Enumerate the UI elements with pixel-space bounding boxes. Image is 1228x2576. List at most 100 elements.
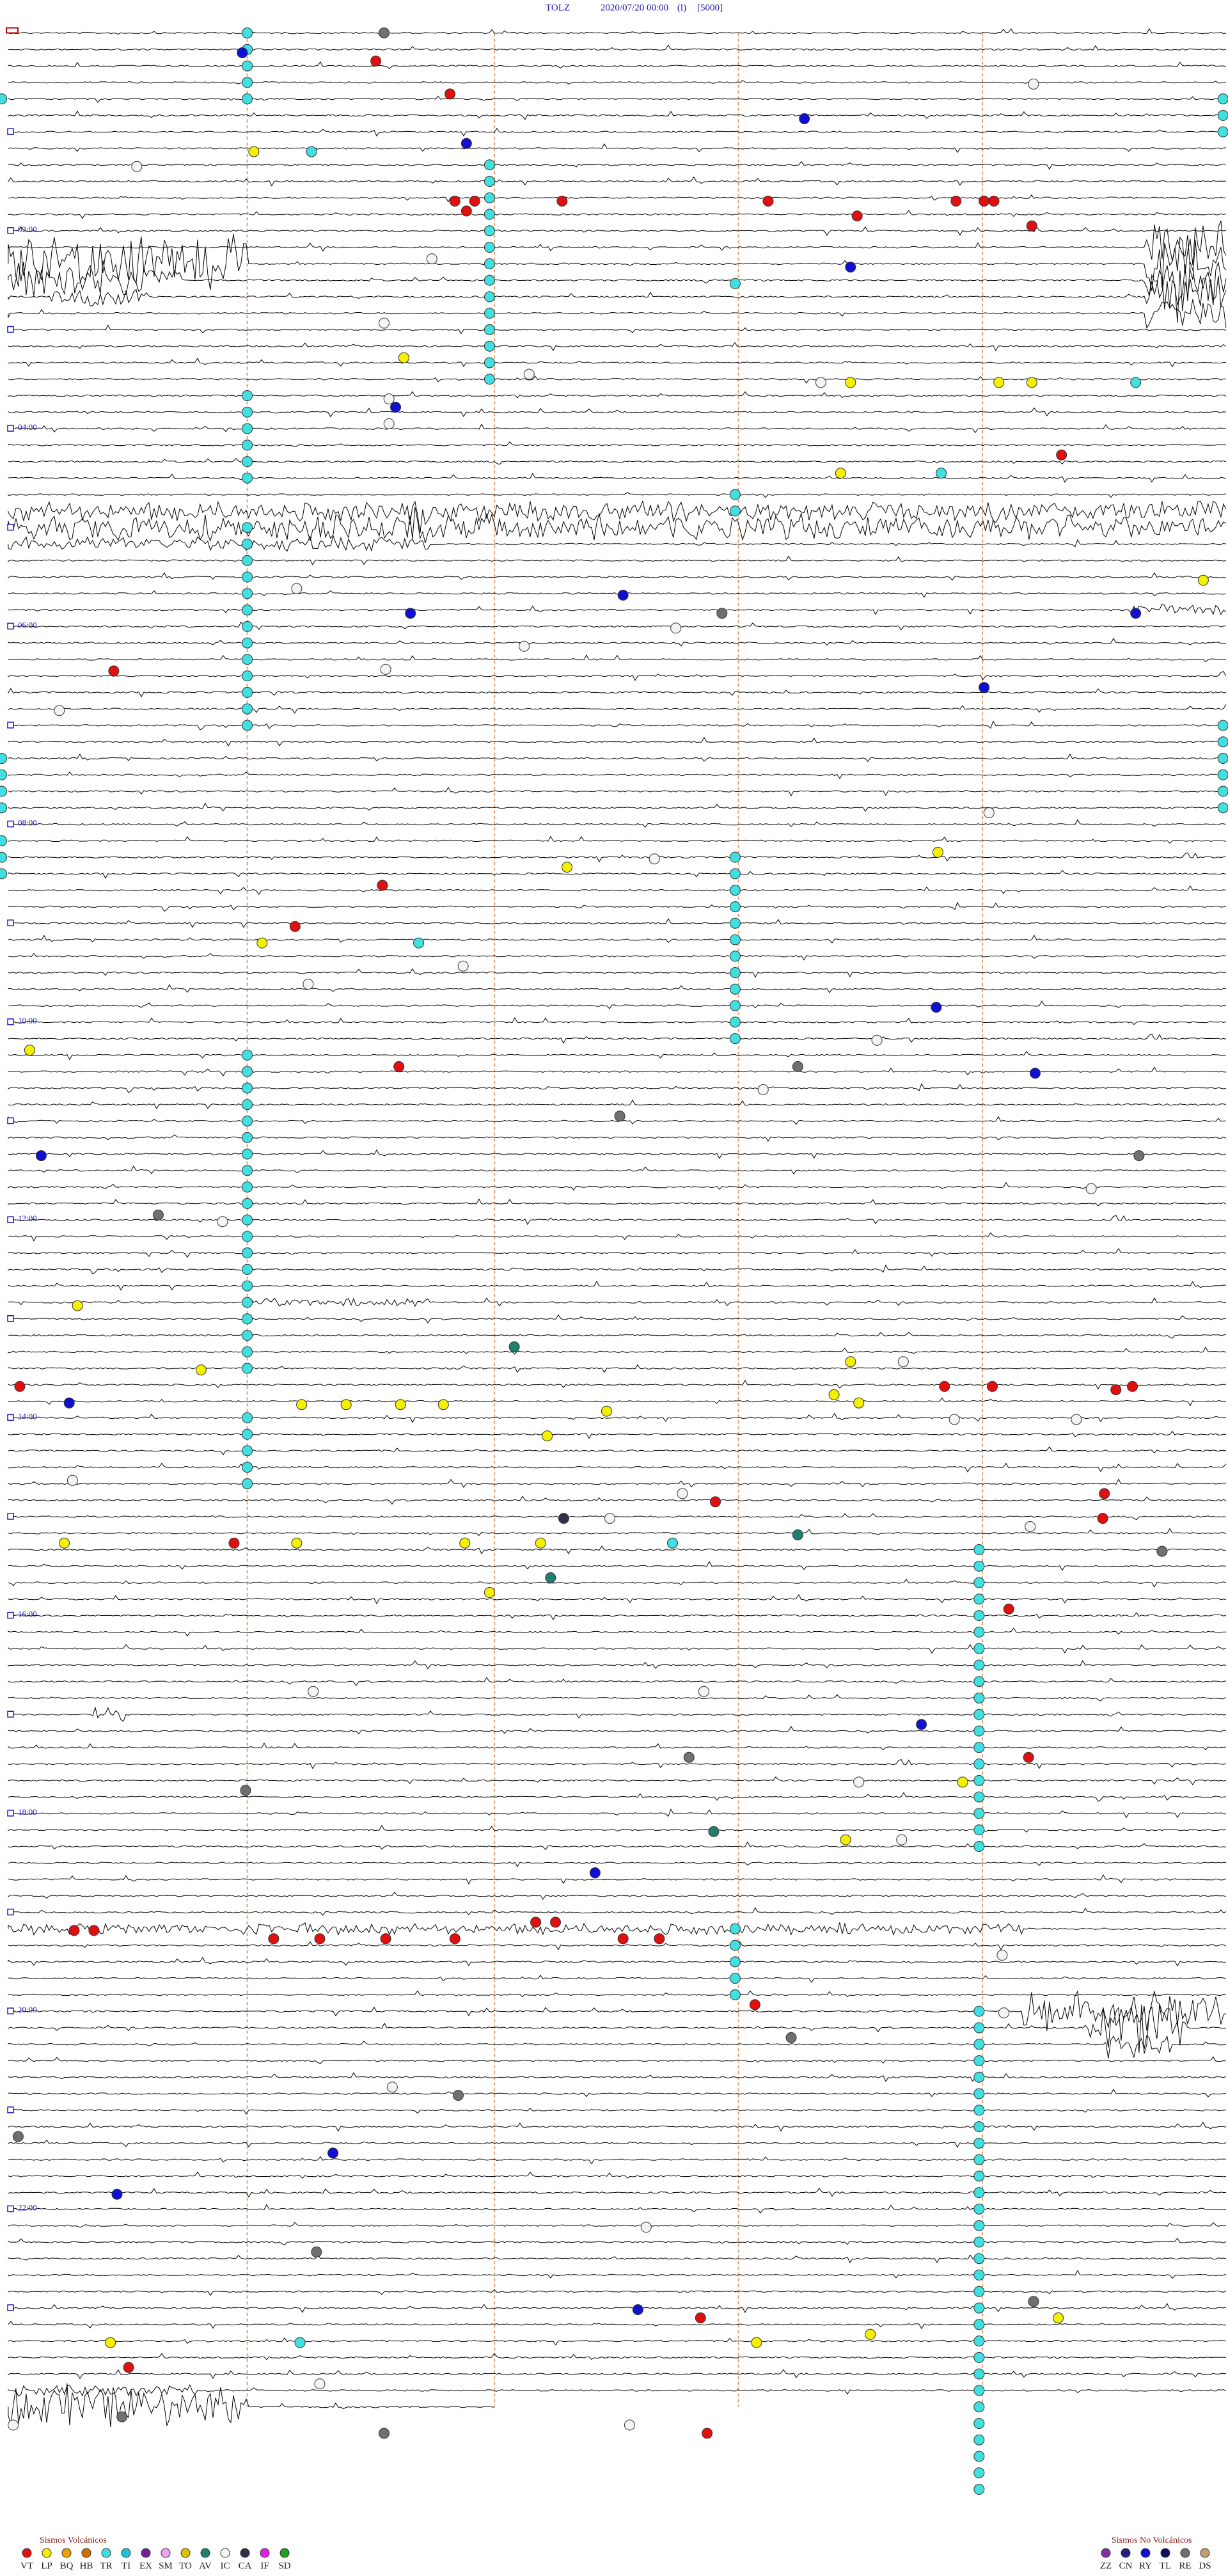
event-marker: [131, 161, 143, 172]
event-marker: [931, 1002, 942, 1013]
event-marker: [63, 1397, 75, 1409]
trace: [8, 2270, 1227, 2279]
event-marker: [383, 393, 395, 405]
legend-marker: [1200, 2548, 1210, 2558]
event-marker: [240, 1785, 251, 1796]
trace: [8, 1033, 1227, 1044]
event-marker: [242, 390, 253, 402]
trace: [8, 952, 1227, 961]
event-marker: [242, 1363, 253, 1374]
event-marker: [729, 967, 741, 979]
event-marker: [8, 2419, 19, 2431]
trace: [8, 2156, 1226, 2165]
trace: [8, 1677, 1226, 1686]
legend-marker: [121, 2548, 131, 2558]
time-label: 20:00: [18, 2005, 37, 2014]
trace: [8, 1364, 1226, 1373]
event-marker: [558, 1513, 569, 1524]
trace: [8, 375, 1226, 384]
event-marker: [762, 195, 774, 207]
event-marker: [632, 2304, 643, 2316]
hour-box: [7, 2304, 14, 2311]
event-marker: [853, 1397, 865, 1409]
event-marker: [973, 1709, 985, 1720]
event-marker: [1085, 1183, 1097, 1194]
legend-marker: [81, 2548, 91, 2558]
trace: [8, 1706, 1226, 1722]
event-marker: [729, 951, 741, 962]
event-marker: [1056, 449, 1067, 461]
event-marker: [973, 2055, 985, 2066]
trace: [8, 492, 1226, 498]
event-marker: [729, 278, 741, 289]
trace: [8, 1215, 1226, 1226]
time-label: 08:00: [18, 818, 37, 828]
trace: [8, 1824, 1227, 1833]
hour-box: [7, 1315, 14, 1322]
trace: [8, 1861, 1226, 1867]
time-label: 12:00: [18, 1213, 37, 1223]
event-marker: [973, 2335, 985, 2347]
legend-code: IF: [260, 2561, 269, 2571]
legend-code: TR: [100, 2561, 112, 2571]
trace: [8, 220, 1227, 274]
trace: [8, 1612, 1226, 1620]
event-marker: [729, 917, 741, 929]
trace: [8, 1314, 1226, 1324]
trace: [8, 835, 1226, 844]
hour-box: [7, 326, 14, 333]
event-marker: [0, 753, 8, 764]
trace: [8, 44, 1227, 51]
trace: [8, 1957, 1226, 1967]
event-marker: [973, 1808, 985, 1819]
event-marker: [1026, 377, 1037, 388]
event-marker: [242, 571, 253, 583]
event-marker: [457, 960, 469, 972]
trace: [8, 2222, 1226, 2228]
legend-marker: [1140, 2548, 1151, 2558]
trace: [8, 1644, 1227, 1654]
event-marker: [405, 608, 416, 619]
trace: [8, 869, 1227, 879]
trace: [8, 2369, 1226, 2380]
event-marker: [973, 1676, 985, 1687]
event-marker: [108, 665, 120, 677]
event-marker: [484, 1587, 495, 1599]
time-label: 14:00: [18, 1411, 37, 1421]
start-box: [6, 27, 19, 34]
hour-box: [7, 2205, 14, 2213]
event-marker: [986, 1380, 998, 1392]
hour-box: [7, 227, 14, 234]
event-marker: [973, 2302, 985, 2314]
event-marker: [535, 1537, 546, 1549]
trace: [8, 1922, 1227, 1936]
event-marker: [314, 1933, 326, 1945]
trace: [8, 161, 1226, 170]
time-labels: 02:00 04:00 06:00 08:00 10:00 12:00 14:00 16:00…: [6, 27, 37, 2311]
time-label: 22:00: [18, 2202, 37, 2212]
trace: [8, 1907, 1227, 1916]
trace: [8, 226, 1227, 236]
event-marker: [729, 1000, 741, 1011]
event-marker: [1127, 1380, 1138, 1392]
trace: [8, 1083, 1226, 1093]
legend-marker: [200, 2548, 210, 2558]
event-marker: [242, 77, 253, 88]
event-marker: [973, 2286, 985, 2297]
event-marker: [0, 868, 8, 880]
event-marker: [973, 1840, 985, 1852]
trace: [8, 1513, 1226, 1521]
trace: [8, 233, 1227, 291]
legend-code: TL: [1160, 2561, 1171, 2571]
event-marker: [1003, 1603, 1014, 1615]
hour-box: [7, 1711, 14, 1718]
event-marker: [993, 377, 1005, 388]
event-marker: [550, 1916, 562, 1928]
event-marker: [398, 352, 409, 363]
event-marker: [973, 2137, 985, 2149]
event-marker: [1217, 736, 1228, 748]
event-marker: [484, 192, 495, 203]
event-marker: [390, 402, 402, 413]
event-marker: [729, 885, 741, 896]
